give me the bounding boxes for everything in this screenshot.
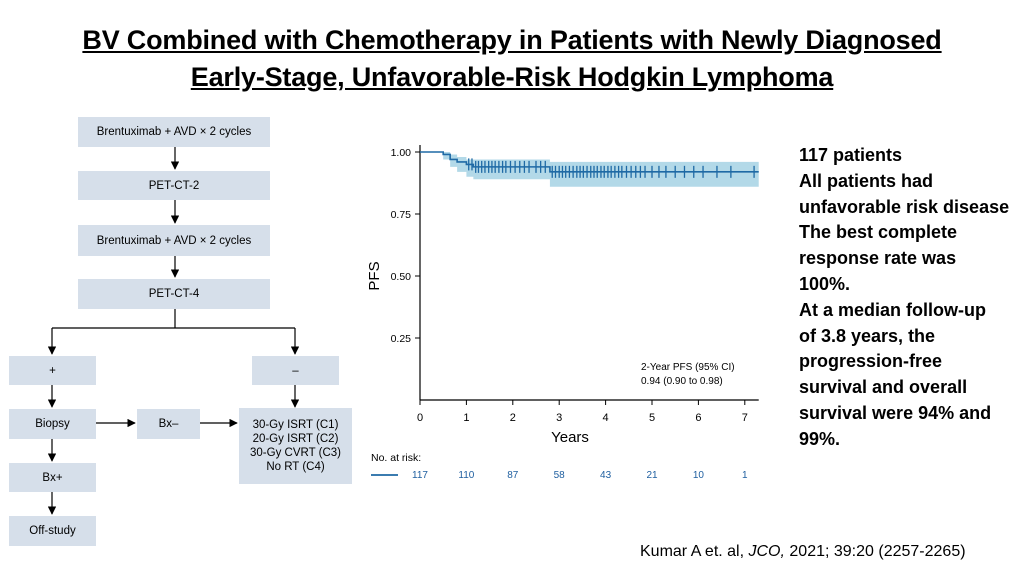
flow-box-brentuximab-2: Brentuximab + AVD × 2 cycles xyxy=(78,225,270,256)
x-tick-label: 1 xyxy=(463,412,469,424)
flowchart-connectors xyxy=(47,147,300,515)
flow-box-negative: – xyxy=(252,356,339,385)
confidence-band xyxy=(420,152,759,187)
flow-box-positive: + xyxy=(9,356,96,385)
summary-line: unfavorable risk disease xyxy=(799,196,1010,217)
summary-line: All patients had xyxy=(799,170,934,191)
x-tick-label: 6 xyxy=(695,412,701,424)
summary-line: 100%. xyxy=(799,273,851,294)
flow-box-pet-ct-2: PET-CT-2 xyxy=(78,171,270,200)
x-tick-label: 7 xyxy=(742,412,748,424)
y-tick-label: 1.00 xyxy=(391,147,412,159)
x-tick-label: 5 xyxy=(649,412,655,424)
x-tick-label: 3 xyxy=(556,412,562,424)
at-risk-count: 110 xyxy=(458,470,474,481)
at-risk-count: 10 xyxy=(693,470,705,481)
slide-title-line-2: Early-Stage, Unfavorable-Risk Hodgkin Ly… xyxy=(190,62,834,92)
at-risk-count: 21 xyxy=(646,470,658,481)
flow-box-bx-negative: Bx– xyxy=(137,409,200,439)
x-tick-label: 4 xyxy=(603,412,609,424)
y-tick-label: 0.50 xyxy=(391,271,412,283)
summary-line: At a median follow-up xyxy=(799,299,986,320)
pfs-annotation-line-1: 2-Year PFS (95% CI) xyxy=(641,362,735,373)
x-tick-label: 0 xyxy=(417,412,423,424)
summary-line: progression-free xyxy=(799,351,943,372)
at-risk-count: 43 xyxy=(600,470,612,481)
rt-option-c3: 30-Gy CVRT (C3) xyxy=(250,447,341,459)
summary-line: of 3.8 years, the xyxy=(799,325,936,346)
at-risk-count: 87 xyxy=(507,470,519,481)
x-axis-label: Years xyxy=(551,429,589,446)
at-risk-count: 1 xyxy=(742,470,748,481)
summary-line: 99%. xyxy=(799,428,841,449)
pfs-annotation-line-2: 0.94 (0.90 to 0.98) xyxy=(641,376,723,387)
rt-option-c2: 20-Gy ISRT (C2) xyxy=(252,433,339,445)
flow-box-rt-options: 30-Gy ISRT (C1) 20-Gy ISRT (C2) 30-Gy CV… xyxy=(239,408,352,484)
flow-box-brentuximab-1: Brentuximab + AVD × 2 cycles xyxy=(78,117,270,147)
citation-journal: JCO, xyxy=(748,543,785,560)
flow-box-off-study: Off-study xyxy=(9,516,96,546)
citation-authors: Kumar A et. al, xyxy=(640,543,749,560)
citation: Kumar A et. al, JCO, 2021; 39:20 (2257-2… xyxy=(640,543,966,561)
at-risk-label: No. at risk: xyxy=(371,452,421,464)
flow-box-biopsy: Biopsy xyxy=(9,409,96,439)
summary-line: 117 patients xyxy=(799,145,903,165)
summary-line: survival and overall xyxy=(799,377,968,398)
summary-text: 117 patients All patients had unfavorabl… xyxy=(799,143,1021,453)
summary-line: response rate was xyxy=(799,248,957,269)
y-axis-label: PFS xyxy=(366,261,383,290)
slide-title-line-1: BV Combined with Chemotherapy in Patient… xyxy=(82,25,942,55)
rt-option-c1: 30-Gy ISRT (C1) xyxy=(252,419,339,431)
rt-option-c4: No RT (C4) xyxy=(266,461,325,473)
citation-details: 2021; 39:20 (2257-2265) xyxy=(784,543,966,560)
summary-line: The best complete xyxy=(799,222,958,243)
flow-box-bx-positive: Bx+ xyxy=(9,463,96,492)
at-risk-count: 117 xyxy=(412,470,428,481)
at-risk-count: 58 xyxy=(554,470,566,481)
y-tick-label: 0.25 xyxy=(391,333,412,345)
y-tick-label: 0.75 xyxy=(391,209,412,221)
summary-line: survival were 94% and xyxy=(799,402,992,423)
flow-box-pet-ct-4: PET-CT-4 xyxy=(78,279,270,309)
x-tick-label: 2 xyxy=(510,412,516,424)
